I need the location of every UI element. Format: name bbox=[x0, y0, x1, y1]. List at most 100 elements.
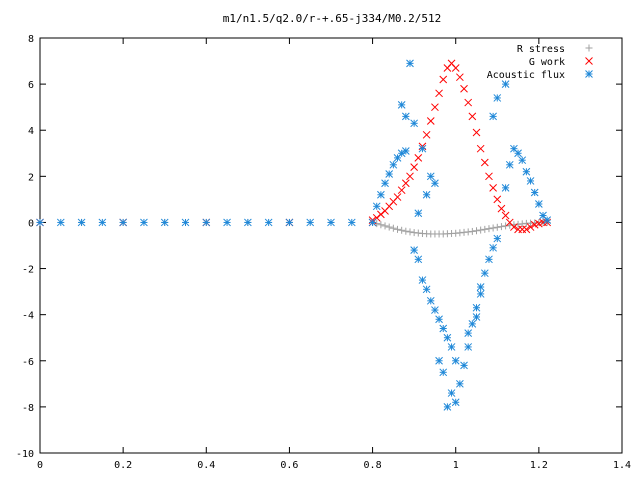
data-point bbox=[501, 211, 510, 220]
data-point bbox=[543, 216, 552, 224]
data-point bbox=[502, 222, 510, 230]
legend-marker bbox=[585, 57, 593, 65]
legend-marker bbox=[585, 70, 593, 78]
chart-title: m1/n1.5/q2.0/r-+.65-j334/M0.2/512 bbox=[223, 12, 442, 25]
data-point bbox=[439, 75, 448, 84]
data-point bbox=[526, 223, 535, 231]
data-point bbox=[56, 218, 65, 227]
data-point bbox=[406, 59, 414, 68]
y-tick-label: 0 bbox=[28, 218, 34, 229]
data-point bbox=[522, 225, 531, 234]
data-point bbox=[476, 144, 485, 153]
data-point bbox=[160, 218, 169, 227]
legend-marker bbox=[585, 44, 593, 52]
data-point bbox=[460, 361, 468, 370]
data-point bbox=[497, 204, 506, 213]
data-point bbox=[431, 179, 439, 188]
data-point bbox=[140, 218, 148, 227]
data-point bbox=[347, 218, 356, 227]
data-point bbox=[456, 379, 464, 388]
x-tick-label: 0.4 bbox=[197, 460, 215, 471]
data-point bbox=[36, 218, 44, 227]
data-point bbox=[472, 128, 481, 137]
data-point bbox=[414, 209, 423, 218]
data-point bbox=[389, 224, 397, 232]
data-point bbox=[451, 64, 460, 72]
data-point bbox=[443, 403, 452, 411]
data-point bbox=[435, 89, 443, 98]
data-point bbox=[481, 225, 489, 233]
y-tick-label: 2 bbox=[28, 172, 34, 183]
data-point bbox=[493, 223, 501, 231]
data-point bbox=[439, 324, 448, 333]
series-r-stress bbox=[36, 218, 551, 238]
data-point bbox=[443, 333, 452, 342]
data-point bbox=[410, 163, 418, 171]
data-point bbox=[402, 227, 410, 235]
data-point bbox=[389, 160, 398, 169]
data-point bbox=[518, 156, 527, 165]
data-point bbox=[435, 315, 443, 324]
data-point bbox=[497, 223, 505, 231]
data-point bbox=[426, 296, 435, 305]
y-tick-label: 6 bbox=[28, 80, 34, 91]
x-tick-label: 0.6 bbox=[280, 460, 298, 471]
data-point bbox=[468, 320, 477, 328]
data-point bbox=[460, 84, 468, 93]
data-point bbox=[372, 202, 381, 211]
series-acoustic-flux bbox=[36, 59, 552, 411]
data-point bbox=[530, 188, 539, 197]
legend-label: Acoustic flux bbox=[487, 70, 565, 81]
data-point bbox=[464, 98, 473, 107]
data-point bbox=[489, 112, 497, 121]
data-point bbox=[264, 218, 273, 227]
data-point bbox=[381, 222, 389, 230]
data-point bbox=[451, 356, 460, 365]
data-point bbox=[223, 218, 231, 227]
data-point bbox=[431, 103, 439, 112]
data-point bbox=[426, 172, 435, 181]
data-point bbox=[480, 269, 489, 278]
y-tick-label: 8 bbox=[28, 34, 34, 45]
data-point bbox=[385, 223, 393, 231]
data-point bbox=[414, 154, 423, 162]
data-point bbox=[418, 276, 427, 284]
x-tick-label: 0.8 bbox=[364, 460, 382, 471]
data-point bbox=[410, 246, 418, 254]
data-point bbox=[468, 112, 477, 121]
data-point bbox=[202, 218, 211, 227]
data-point bbox=[119, 218, 127, 227]
data-point bbox=[418, 144, 427, 153]
data-point bbox=[98, 218, 107, 227]
data-point bbox=[401, 147, 410, 155]
data-point bbox=[464, 343, 473, 351]
data-point bbox=[435, 356, 443, 365]
data-point bbox=[393, 193, 402, 201]
data-point bbox=[501, 80, 510, 88]
data-point bbox=[464, 329, 473, 337]
points-layer bbox=[36, 59, 552, 411]
data-point bbox=[456, 73, 464, 82]
data-point bbox=[489, 184, 497, 192]
data-point bbox=[522, 167, 531, 176]
data-point bbox=[468, 227, 476, 235]
legend-label: G work bbox=[529, 57, 565, 68]
data-point bbox=[493, 195, 502, 204]
data-point bbox=[447, 343, 456, 351]
series-g-work bbox=[36, 59, 552, 234]
data-point bbox=[439, 368, 448, 377]
data-point bbox=[394, 225, 402, 233]
x-tick-label: 1 bbox=[453, 460, 459, 471]
data-point bbox=[493, 94, 502, 102]
y-tick-label: -10 bbox=[16, 449, 34, 460]
data-point bbox=[385, 170, 394, 178]
data-point bbox=[489, 224, 497, 232]
data-point bbox=[406, 228, 414, 236]
data-point bbox=[377, 190, 385, 199]
x-tick-label: 1.2 bbox=[530, 460, 548, 471]
data-point bbox=[381, 179, 389, 188]
data-point bbox=[451, 398, 460, 407]
data-point bbox=[285, 218, 294, 227]
data-point bbox=[397, 101, 406, 109]
